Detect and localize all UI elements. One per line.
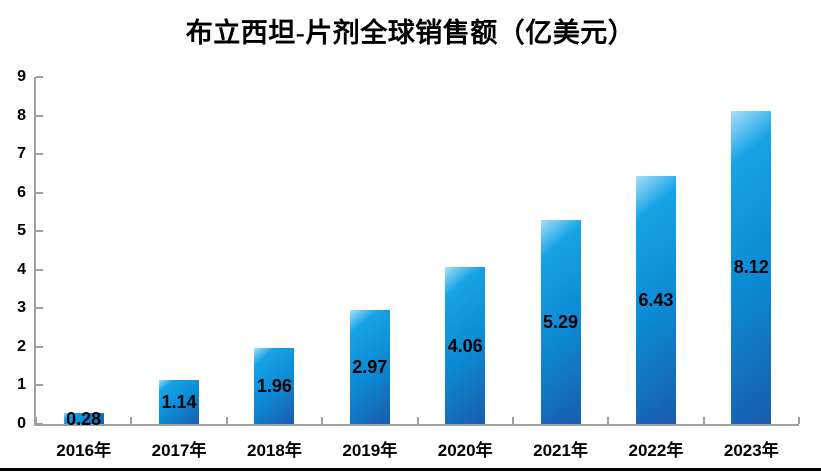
x-axis-tick (607, 417, 610, 424)
bar: 4.06 (445, 267, 486, 424)
x-tick-label: 2016年 (56, 441, 112, 460)
chart-title: 布立西坦-片剂全球销售额（亿美元） (185, 18, 636, 48)
x-tick-label: 2017年 (151, 441, 207, 460)
x-axis-tick (35, 417, 37, 424)
x-axis-tick (798, 417, 800, 424)
y-tick-label: 6 (17, 183, 26, 201)
x-axis-tick (130, 417, 133, 424)
x-tick-label: 2021年 (533, 441, 588, 460)
y-axis-tick (36, 76, 43, 78)
x-tick-label: 2020年 (437, 441, 493, 460)
bar-value-label: 1.14 (161, 392, 197, 413)
bar: 1.96 (254, 348, 295, 424)
bar-value-label: 0.28 (66, 408, 102, 429)
bar: 2.97 (349, 309, 390, 424)
bar: 0.28 (63, 410, 104, 428)
y-tick-label: 2 (17, 337, 26, 355)
y-axis-tick (36, 191, 43, 194)
y-tick-label: 5 (17, 222, 26, 240)
x-tick-label: 2022年 (628, 441, 684, 460)
y-tick-label: 1 (17, 376, 26, 394)
x-tick-label: 2018年 (247, 441, 302, 460)
y-axis-tick (36, 114, 43, 117)
x-axis-tick (321, 417, 324, 424)
y-axis-tick (36, 384, 43, 387)
plot-area: 0 1 2 3 4 5 6 7 8 9 0.28 2016年 1.14 2017年 1.96 2018年 2.9… (17, 69, 800, 460)
y-axis-tick (36, 307, 43, 310)
bar: 5.29 (540, 220, 581, 424)
x-axis-tick (511, 417, 514, 424)
y-tick-label: 3 (17, 299, 26, 317)
x-axis-tick (702, 417, 705, 424)
bar-value-label: 1.96 (256, 376, 292, 397)
x-tick-label: 2023年 (723, 441, 779, 460)
y-tick-label: 0 (17, 415, 26, 432)
bar-value-label: 4.06 (447, 335, 483, 356)
bar: 1.14 (159, 380, 200, 424)
bar-value-label: 2.97 (352, 356, 388, 377)
bar-value-label: 8.12 (733, 257, 769, 278)
bottom-divider (0, 468, 821, 471)
y-axis-tick (36, 423, 43, 425)
bar-value-label: 5.29 (543, 312, 579, 333)
y-axis-tick (36, 268, 43, 271)
x-axis-tick (416, 417, 419, 424)
y-axis-tick (36, 345, 43, 348)
x-tick-label: 2019年 (342, 441, 398, 460)
y-tick-label: 7 (17, 145, 26, 163)
bar: 8.12 (731, 110, 772, 424)
y-tick-label: 4 (17, 260, 26, 278)
y-tick-label: 9 (17, 68, 26, 85)
y-tick-label: 8 (17, 106, 26, 124)
bar: 6.43 (635, 176, 676, 424)
y-axis-tick (36, 230, 43, 233)
y-axis-tick (36, 153, 43, 156)
bar-value-label: 6.43 (638, 290, 674, 311)
x-axis-tick (225, 417, 228, 424)
